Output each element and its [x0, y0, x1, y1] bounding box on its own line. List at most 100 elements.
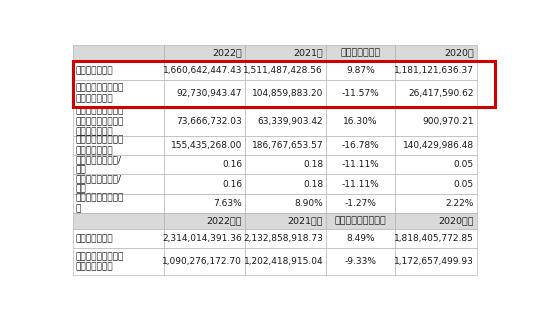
- Bar: [163, 136, 245, 155]
- Text: 稀释每股收益（元/
股）: 稀释每股收益（元/ 股）: [75, 174, 121, 194]
- Text: 900,970.21: 900,970.21: [423, 117, 474, 126]
- Bar: [396, 155, 476, 174]
- Bar: [245, 229, 326, 248]
- Bar: [163, 155, 245, 174]
- Bar: [326, 45, 396, 61]
- Text: 归属于上市公司股东
的净资产（元）: 归属于上市公司股东 的净资产（元）: [75, 252, 124, 271]
- Bar: [396, 61, 476, 80]
- Bar: [326, 213, 396, 229]
- Text: 归属于上市公司股东
的扣除非经常性损益
的净利润（元）: 归属于上市公司股东 的扣除非经常性损益 的净利润（元）: [75, 106, 124, 136]
- Text: -16.78%: -16.78%: [342, 141, 379, 150]
- Bar: [163, 107, 245, 136]
- Bar: [396, 229, 476, 248]
- Text: 2022年: 2022年: [212, 48, 242, 57]
- Text: 63,339,903.42: 63,339,903.42: [258, 117, 323, 126]
- Text: -11.11%: -11.11%: [342, 160, 379, 169]
- Bar: [326, 155, 396, 174]
- Bar: [245, 136, 326, 155]
- Bar: [73, 107, 163, 136]
- Text: -9.33%: -9.33%: [345, 257, 377, 266]
- Text: 0.16: 0.16: [222, 160, 242, 169]
- Bar: [396, 194, 476, 213]
- Text: 本年比上年增减: 本年比上年增减: [341, 48, 381, 57]
- Text: 8.49%: 8.49%: [346, 234, 375, 243]
- Text: 2,314,014,391.36: 2,314,014,391.36: [162, 234, 242, 243]
- Text: 1,818,405,772.85: 1,818,405,772.85: [394, 234, 474, 243]
- Bar: [73, 229, 163, 248]
- Text: 经营活动产生的现金
流量净额（元）: 经营活动产生的现金 流量净额（元）: [75, 136, 124, 155]
- Text: 2021年末: 2021年末: [288, 217, 323, 226]
- Bar: [163, 213, 245, 229]
- Text: -11.11%: -11.11%: [342, 180, 379, 188]
- Bar: [245, 248, 326, 275]
- Bar: [73, 248, 163, 275]
- Bar: [73, 155, 163, 174]
- Bar: [73, 213, 163, 229]
- Bar: [396, 107, 476, 136]
- Bar: [245, 213, 326, 229]
- Bar: [326, 80, 396, 107]
- Text: 0.18: 0.18: [303, 180, 323, 188]
- Bar: [245, 80, 326, 107]
- Text: 1,202,418,915.04: 1,202,418,915.04: [244, 257, 323, 266]
- Bar: [163, 80, 245, 107]
- Text: 186,767,653.57: 186,767,653.57: [252, 141, 323, 150]
- Text: 1,181,121,636.37: 1,181,121,636.37: [394, 66, 474, 75]
- Text: 归属于上市公司股东
的净利润（元）: 归属于上市公司股东 的净利润（元）: [75, 84, 124, 103]
- Text: 资产总额（元）: 资产总额（元）: [75, 234, 113, 243]
- Bar: [163, 229, 245, 248]
- Text: 基本每股收益（元/
股）: 基本每股收益（元/ 股）: [75, 155, 121, 174]
- Text: 92,730,943.47: 92,730,943.47: [177, 89, 242, 98]
- Bar: [163, 248, 245, 275]
- Bar: [73, 174, 163, 194]
- Text: 2022年末: 2022年末: [207, 217, 242, 226]
- Text: 9.87%: 9.87%: [346, 66, 375, 75]
- Bar: [245, 61, 326, 80]
- Text: 26,417,590.62: 26,417,590.62: [408, 89, 474, 98]
- Text: 1,172,657,499.93: 1,172,657,499.93: [394, 257, 474, 266]
- Bar: [245, 174, 326, 194]
- Text: 8.90%: 8.90%: [294, 199, 323, 208]
- Bar: [73, 136, 163, 155]
- Bar: [396, 174, 476, 194]
- Bar: [396, 80, 476, 107]
- Bar: [163, 61, 245, 80]
- Text: 2,132,858,918.73: 2,132,858,918.73: [243, 234, 323, 243]
- Text: 73,666,732.03: 73,666,732.03: [176, 117, 242, 126]
- Text: 0.05: 0.05: [454, 180, 474, 188]
- Text: 1,090,276,172.70: 1,090,276,172.70: [162, 257, 242, 266]
- Bar: [245, 45, 326, 61]
- Text: -1.27%: -1.27%: [345, 199, 377, 208]
- Bar: [326, 61, 396, 80]
- Bar: [326, 248, 396, 275]
- Text: 2020年: 2020年: [444, 48, 474, 57]
- Bar: [326, 136, 396, 155]
- Bar: [396, 136, 476, 155]
- Bar: [73, 194, 163, 213]
- Text: 0.16: 0.16: [222, 180, 242, 188]
- Text: 0.18: 0.18: [303, 160, 323, 169]
- Bar: [73, 61, 163, 80]
- Text: 2.22%: 2.22%: [445, 199, 474, 208]
- Text: -11.57%: -11.57%: [342, 89, 379, 98]
- Bar: [163, 174, 245, 194]
- Bar: [326, 107, 396, 136]
- Bar: [163, 194, 245, 213]
- Bar: [396, 213, 476, 229]
- Bar: [73, 45, 163, 61]
- Bar: [326, 229, 396, 248]
- Text: 140,429,986.48: 140,429,986.48: [403, 141, 474, 150]
- Text: 155,435,268.00: 155,435,268.00: [171, 141, 242, 150]
- Text: 1,511,487,428.56: 1,511,487,428.56: [243, 66, 323, 75]
- Bar: [245, 194, 326, 213]
- Text: 加权平均净资产收益
率: 加权平均净资产收益 率: [75, 194, 124, 213]
- Text: 2021年: 2021年: [294, 48, 323, 57]
- Text: 1,660,642,447.43: 1,660,642,447.43: [162, 66, 242, 75]
- Text: 7.63%: 7.63%: [213, 199, 242, 208]
- Text: 营业收入（元）: 营业收入（元）: [75, 66, 113, 75]
- Bar: [73, 61, 495, 107]
- Text: 0.05: 0.05: [454, 160, 474, 169]
- Bar: [245, 155, 326, 174]
- Bar: [396, 248, 476, 275]
- Bar: [396, 45, 476, 61]
